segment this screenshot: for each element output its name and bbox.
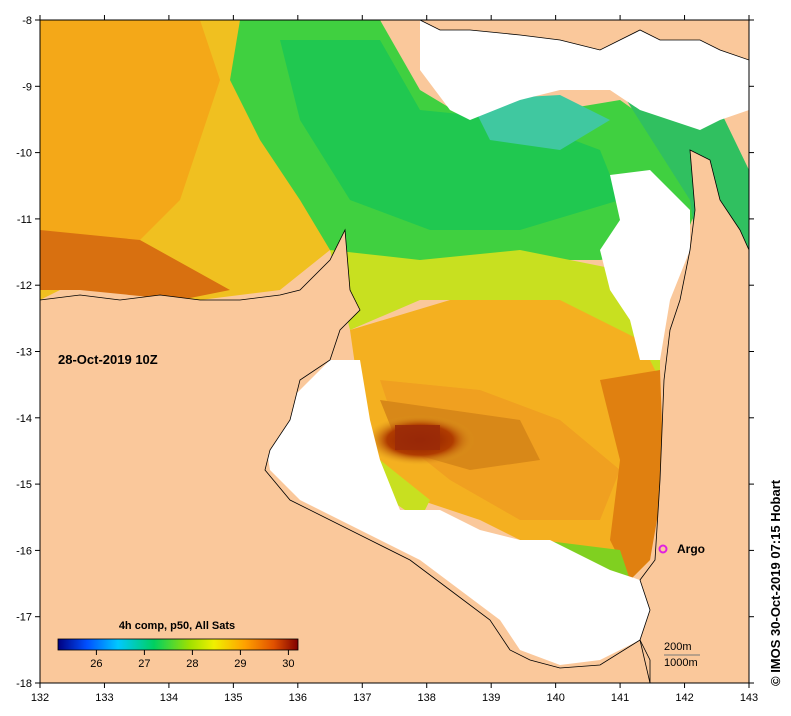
y-tick-label: -13 bbox=[16, 347, 32, 359]
x-tick-label: 134 bbox=[160, 692, 178, 704]
argo-float-icon bbox=[658, 544, 668, 554]
date-label: 28-Oct-2019 10Z bbox=[58, 352, 158, 367]
colorbar-tick-label: 29 bbox=[234, 658, 246, 670]
x-tick-label: 139 bbox=[482, 692, 500, 704]
x-tick-label: 143 bbox=[740, 692, 758, 704]
colorbar-tick-label: 28 bbox=[186, 658, 198, 670]
no-data-regions bbox=[265, 20, 749, 665]
map-plot-area bbox=[40, 20, 749, 683]
colorbar-ticks: 26 27 28 29 30 bbox=[90, 650, 295, 670]
colorbar-tick-label: 26 bbox=[90, 658, 102, 670]
isobath-1000m-label: 1000m bbox=[664, 657, 698, 669]
y-tick-label: -17 bbox=[16, 612, 32, 624]
y-tick-label: -8 bbox=[22, 15, 32, 27]
sst-field bbox=[40, 20, 749, 580]
x-tick-label: 141 bbox=[611, 692, 629, 704]
colorbar-title: 4h comp, p50, All Sats bbox=[119, 620, 235, 632]
colorbar: 4h comp, p50, All Sats 26 27 28 29 30 bbox=[57, 620, 299, 670]
argo-marker: Argo bbox=[658, 542, 705, 556]
colorbar-tick-label: 30 bbox=[282, 658, 294, 670]
y-tick-label: -10 bbox=[16, 148, 32, 160]
x-tick-label: 138 bbox=[418, 692, 436, 704]
x-tick-label: 135 bbox=[224, 692, 242, 704]
y-tick-label: -14 bbox=[16, 413, 32, 425]
y-tick-label: -9 bbox=[22, 81, 32, 93]
y-axis: -8 -9 -10 -11 -12 -13 -14 -15 -16 -17 -18 bbox=[16, 15, 754, 690]
y-tick-label: -11 bbox=[17, 214, 32, 226]
x-tick-label: 136 bbox=[289, 692, 307, 704]
x-tick-label: 142 bbox=[675, 692, 693, 704]
y-tick-label: -18 bbox=[16, 678, 32, 690]
x-tick-label: 133 bbox=[95, 692, 113, 704]
isobath-legend: 200m 1000m bbox=[664, 641, 700, 669]
argo-label: Argo bbox=[677, 542, 705, 556]
x-tick-label: 137 bbox=[353, 692, 371, 704]
colorbar-gradient bbox=[57, 638, 299, 651]
x-tick-label: 132 bbox=[31, 692, 49, 704]
y-tick-label: -15 bbox=[16, 479, 32, 491]
isobath-200m-label: 200m bbox=[664, 641, 692, 653]
x-axis: 132 133 134 135 136 137 138 139 140 141 142 143 bbox=[31, 15, 758, 704]
y-tick-label: -12 bbox=[16, 280, 32, 292]
colorbar-tick-label: 27 bbox=[138, 658, 150, 670]
credit-text: © IMOS 30-Oct-2019 07:15 Hobart bbox=[768, 479, 783, 686]
y-tick-label: -16 bbox=[16, 545, 32, 557]
x-tick-label: 140 bbox=[546, 692, 564, 704]
